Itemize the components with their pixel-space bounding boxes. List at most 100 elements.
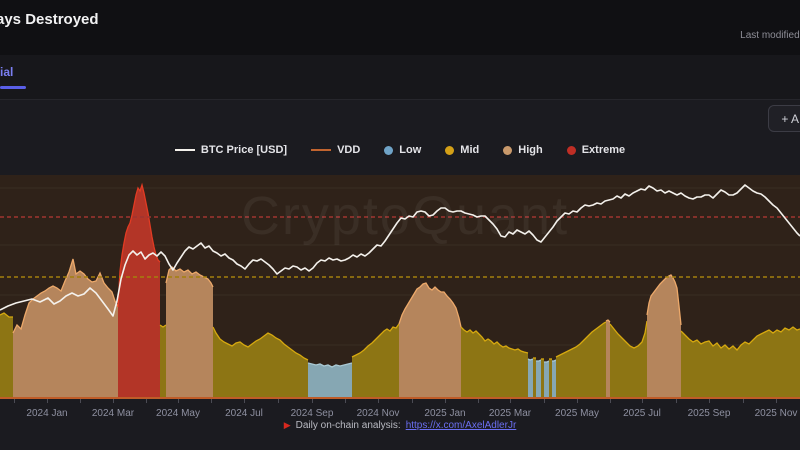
x-axis-tick	[345, 399, 346, 403]
vdd-zone-mid	[549, 359, 552, 397]
vdd-chart-svg	[0, 182, 800, 397]
x-axis-tick	[312, 399, 313, 403]
vdd-zone-mid	[352, 324, 399, 397]
x-axis-tick	[244, 399, 245, 403]
vdd-zone-edge-low	[307, 362, 353, 368]
x-axis-tick	[378, 399, 379, 403]
add-button[interactable]: + A	[768, 105, 800, 132]
legend-item-low[interactable]: Low	[384, 144, 421, 156]
vdd-zone-high	[647, 275, 681, 397]
legend-item-vdd[interactable]: VDD	[311, 144, 360, 156]
x-axis-tick	[642, 399, 643, 403]
vdd-zone-mid	[461, 327, 528, 397]
x-axis-tick	[478, 399, 479, 403]
x-axis-label: 2024 Mar	[91, 408, 135, 419]
x-axis-tick	[544, 399, 545, 403]
vdd-zone-edge-extreme	[117, 182, 161, 308]
page-title: ays Destroyed	[0, 11, 99, 28]
x-axis-tick	[577, 399, 578, 403]
last-modified-label: Last modified 2	[740, 30, 800, 41]
vdd-zone-mid	[160, 325, 166, 397]
vdd-zone-low	[552, 360, 556, 397]
legend-item-mid[interactable]: Mid	[445, 144, 479, 156]
vdd-zone-edge-low	[527, 358, 534, 361]
tab-active[interactable]: ial	[0, 65, 14, 79]
x-axis-tick	[278, 399, 279, 403]
page-header: ays Destroyed Last modified 2	[0, 0, 800, 55]
vdd-zone-edge-mid	[680, 326, 800, 351]
legend-item-label: Extreme	[581, 144, 626, 156]
x-axis-tick	[510, 399, 511, 403]
flag-right-icon: ▶	[283, 420, 291, 430]
legend-line-swatch	[174, 149, 195, 151]
btc-price-line	[0, 184, 800, 317]
x-axis-tick	[610, 399, 611, 403]
vdd-zone-edge-mid	[460, 326, 529, 354]
vdd-zone-mid	[610, 321, 647, 397]
vdd-zone-high	[166, 267, 213, 397]
footer-link[interactable]: https://x.com/AxelAdlerJr	[405, 420, 517, 431]
x-axis-tick	[47, 399, 48, 403]
legend-item-label: Low	[399, 144, 422, 156]
legend-dot-swatch	[384, 145, 394, 155]
vdd-zone-low	[308, 363, 352, 397]
legend-dot-swatch	[503, 145, 513, 155]
vdd-zone-extreme	[118, 185, 160, 397]
x-axis-label: 2024 Sep	[290, 408, 334, 419]
x-axis-label: 2024 Jan	[26, 408, 68, 419]
x-axis-tick	[445, 399, 446, 403]
vdd-zone-high	[606, 320, 610, 397]
vdd-zone-mid	[541, 359, 544, 397]
legend-item-label: BTC Price [USD]	[200, 144, 288, 156]
legend-item-label: High	[518, 144, 543, 156]
x-axis: 2024 Jan 2024 Mar 2024 May 2024 Jul 2024 Sep…	[0, 397, 800, 421]
vdd-zone-edge-mid	[351, 323, 400, 358]
legend-line-swatch	[311, 149, 332, 151]
legend-item-high[interactable]: High	[503, 144, 543, 156]
x-axis-label: 2025 Sep	[687, 408, 731, 419]
vdd-zone-low	[536, 360, 541, 397]
x-axis-label: 2025 Mar	[488, 408, 532, 419]
legend-dot-swatch	[566, 145, 576, 155]
vdd-zone-edge-low	[552, 359, 557, 362]
x-axis-tick	[676, 399, 677, 403]
footer-annotation: ▶ Daily on-chain analysis: https://x.com…	[0, 420, 800, 431]
legend-item-label: Mid	[460, 144, 480, 156]
x-axis-tick	[211, 399, 212, 403]
x-axis-label: 2024 May	[156, 408, 200, 419]
vdd-zone-edge-mid	[609, 320, 648, 349]
x-axis-tick	[743, 399, 744, 403]
x-axis-label: 2025 Nov	[754, 408, 798, 419]
vdd-zone-mid	[533, 358, 536, 397]
x-axis-tick	[709, 399, 710, 403]
vdd-zone-edge-low	[536, 359, 542, 362]
x-axis-tick	[178, 399, 179, 403]
tab-bar: ial	[0, 55, 800, 100]
legend-item-label: VDD	[337, 144, 361, 156]
vdd-zone-mid	[556, 322, 606, 397]
x-axis-label: 2025 Jan	[424, 408, 466, 419]
legend-item-btc-price-usd-[interactable]: BTC Price [USD]	[174, 144, 288, 156]
vdd-zone-high	[399, 283, 461, 397]
legend-dot-swatch	[445, 145, 455, 155]
x-axis-tick	[776, 399, 777, 403]
chart-plot-area[interactable]	[0, 175, 800, 397]
x-axis-tick	[146, 399, 147, 403]
vdd-zone-high	[13, 259, 118, 397]
vdd-zone-edge-high	[398, 282, 462, 328]
x-axis-tick	[412, 399, 413, 403]
x-axis-label: 2025 May	[555, 408, 599, 419]
x-axis-tick	[113, 399, 114, 403]
legend-item-extreme[interactable]: Extreme	[566, 144, 626, 156]
x-axis-label: 2024 Jul	[225, 408, 263, 419]
vdd-zone-edge-mid	[212, 326, 309, 361]
vdd-zone-edge-mid	[159, 324, 167, 328]
x-axis-label: 2024 Nov	[356, 408, 400, 419]
vdd-zone-edge-high	[646, 274, 682, 326]
vdd-zone-mid	[0, 313, 13, 397]
chart-legend: BTC Price [USD] VDD Low Mid High Extreme	[0, 144, 800, 156]
chart-panel: + A BTC Price [USD] VDD Low Mid High Extreme …	[0, 100, 800, 450]
vdd-zone-mid	[213, 327, 308, 397]
vdd-zone-low	[544, 361, 549, 397]
tab-active-underline	[0, 86, 26, 89]
